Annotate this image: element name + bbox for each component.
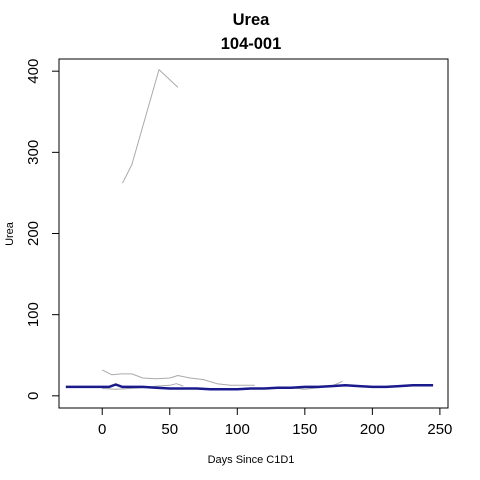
y-tick-label: 300 (25, 140, 42, 165)
y-axis-label: Urea (4, 221, 16, 246)
y-tick-label: 100 (25, 302, 42, 327)
x-axis: 0 50 100 150 200 250 (98, 407, 452, 438)
x-axis-label: Days Since C1D1 (208, 454, 295, 466)
y-tick-label: 400 (25, 59, 42, 84)
y-tick-label: 200 (25, 221, 42, 246)
y-axis: 0 100 200 300 400 (25, 59, 60, 400)
chart-subtitle: 104-001 (221, 35, 282, 53)
chart-title: Urea (233, 11, 271, 29)
plot-frame (58, 58, 449, 409)
series-line-highlight (65, 383, 434, 391)
x-tick-label: 250 (427, 421, 452, 438)
x-tick-label: 150 (292, 421, 317, 438)
series-line-reference-2 (101, 369, 255, 386)
series-line-reference-1 (122, 69, 179, 184)
x-tick-label: 50 (161, 421, 178, 438)
y-tick-label: 0 (25, 392, 42, 400)
x-tick-label: 0 (98, 421, 106, 438)
x-tick-label: 200 (360, 421, 385, 438)
x-tick-label: 100 (225, 421, 250, 438)
series-layer (65, 69, 434, 391)
